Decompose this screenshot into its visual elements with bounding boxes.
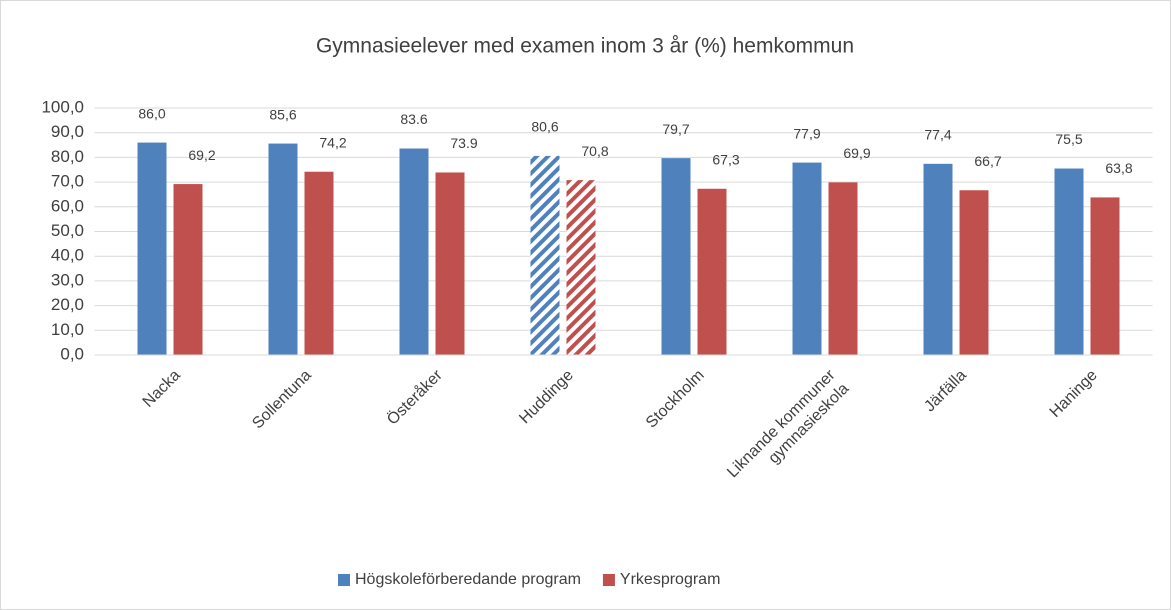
- y-tick-label: 100,0: [41, 97, 84, 116]
- value-label: 73.9: [450, 135, 477, 151]
- bar: [268, 143, 298, 355]
- y-tick-label: 0,0: [60, 344, 84, 363]
- value-label: 77,9: [793, 125, 820, 141]
- value-label: 70,8: [581, 143, 608, 159]
- y-tick-label: 60,0: [51, 196, 84, 215]
- bar: [828, 182, 858, 355]
- value-label: 75,5: [1055, 131, 1082, 147]
- value-label: 77,4: [924, 127, 951, 143]
- legend-swatch: [602, 574, 615, 586]
- legend-label: Högskoleförberedande program: [355, 571, 581, 588]
- bar: [566, 180, 596, 355]
- y-tick-label: 50,0: [51, 221, 84, 240]
- value-label: 85,6: [269, 106, 296, 122]
- bar: [661, 158, 691, 355]
- value-label: 69,9: [843, 145, 870, 161]
- value-label: 69,2: [188, 147, 215, 163]
- value-label: 83.6: [400, 111, 427, 127]
- bar: [792, 162, 822, 355]
- bar: [1054, 168, 1084, 355]
- value-label: 86,0: [138, 105, 165, 121]
- bar: [435, 172, 465, 355]
- bar: [399, 148, 429, 355]
- bar: [304, 171, 334, 355]
- bar: [530, 155, 560, 355]
- bar: [137, 142, 167, 355]
- value-label: 66,7: [974, 153, 1001, 169]
- chart-title: Gymnasieelever med examen inom 3 år (%) …: [316, 35, 854, 58]
- value-label: 67,3: [712, 151, 739, 167]
- y-tick-label: 20,0: [51, 295, 84, 314]
- y-tick-label: 30,0: [51, 270, 84, 289]
- bar: [1090, 197, 1120, 355]
- value-label: 63,8: [1105, 160, 1132, 176]
- y-tick-label: 90,0: [51, 122, 84, 141]
- value-label: 74,2: [319, 134, 346, 150]
- bar: [923, 163, 953, 355]
- bar: [173, 184, 203, 355]
- y-tick-label: 80,0: [51, 147, 84, 166]
- y-tick-label: 70,0: [51, 172, 84, 191]
- legend-swatch: [338, 574, 350, 586]
- legend-label: Yrkesprogram: [620, 571, 720, 588]
- value-label: 79,7: [662, 121, 689, 137]
- value-label: 80,6: [531, 119, 558, 135]
- y-tick-label: 40,0: [51, 246, 84, 265]
- bar: [959, 190, 989, 355]
- y-tick-label: 10,0: [51, 320, 84, 339]
- bar: [697, 188, 727, 355]
